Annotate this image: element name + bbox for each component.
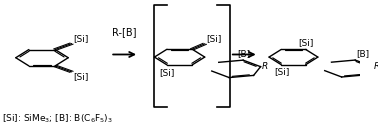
Text: [Si]: [Si] [160, 68, 175, 77]
Text: R-[B]: R-[B] [112, 27, 137, 37]
Text: [Si]: [Si] [73, 72, 88, 81]
Text: [B]: [B] [237, 49, 250, 58]
Text: [Si]: [Si] [206, 34, 221, 43]
Text: [Si]: [Si] [73, 34, 88, 43]
Text: [Si]: SiMe$_3$; [B]: B(C$_6$F$_5$)$_3$: [Si]: SiMe$_3$; [B]: B(C$_6$F$_5$)$_3$ [3, 113, 113, 125]
Text: R: R [262, 62, 268, 71]
Text: [Si]: [Si] [299, 38, 314, 47]
Text: [Si]: [Si] [274, 67, 290, 76]
Text: [B]: [B] [356, 50, 370, 59]
Text: R: R [373, 62, 378, 71]
